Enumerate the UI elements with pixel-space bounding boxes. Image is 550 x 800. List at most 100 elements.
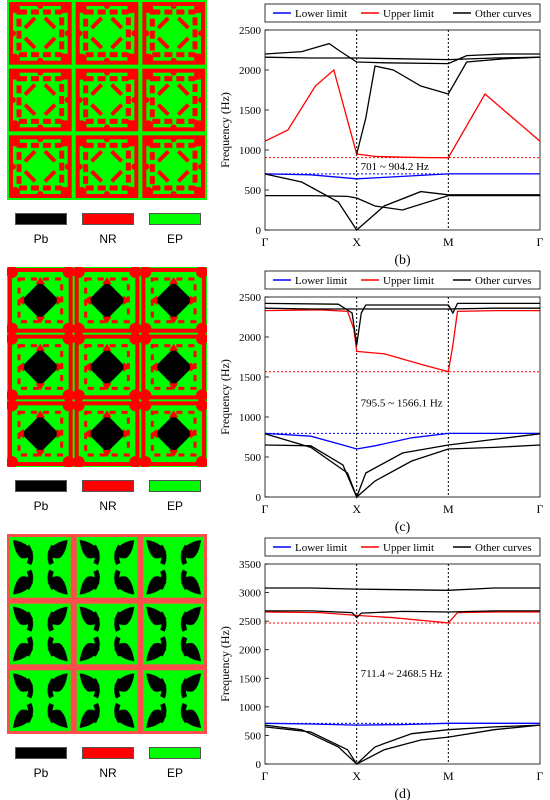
y-tick-label: 500 bbox=[245, 185, 262, 197]
y-axis-label: Frequency (Hz) bbox=[218, 359, 232, 435]
series-line bbox=[264, 722, 540, 726]
ep-swatch bbox=[149, 213, 201, 225]
x-tick-label: M bbox=[443, 769, 454, 783]
panel-label: (c) bbox=[395, 520, 411, 535]
y-tick-label: 3500 bbox=[239, 559, 262, 571]
legend-box bbox=[264, 537, 541, 557]
legend-label: Upper limit bbox=[383, 8, 434, 20]
series-line bbox=[264, 42, 540, 65]
pb-swatch bbox=[15, 213, 67, 225]
nr-label: NR bbox=[99, 499, 117, 513]
series-line bbox=[265, 587, 540, 591]
band-chart-b: Lower limit Upper limit Other curves 0 500 10… bbox=[218, 3, 544, 268]
legend-label: Other curves bbox=[475, 275, 532, 287]
band-gap-annotation: 701 ~ 904.2 Hz bbox=[361, 161, 429, 173]
y-tick-label: 2500 bbox=[239, 616, 262, 628]
series-line bbox=[356, 56, 541, 155]
x-tick-label: X bbox=[352, 769, 361, 783]
series-line bbox=[264, 173, 540, 231]
x-tick-label: Γ bbox=[262, 769, 269, 783]
series-line bbox=[264, 433, 541, 499]
series-line bbox=[264, 724, 541, 766]
plot-frame bbox=[264, 29, 541, 231]
panel-label: (d) bbox=[394, 787, 411, 800]
y-tick-label: 2000 bbox=[239, 332, 262, 344]
series-line bbox=[264, 432, 540, 450]
panel-c: Pb NR EP Lower limit Upper limit Other cur… bbox=[0, 267, 550, 535]
y-tick-label: 1000 bbox=[239, 702, 262, 714]
pb-swatch bbox=[15, 480, 67, 492]
y-tick-label: 1000 bbox=[239, 145, 262, 157]
ep-label: EP bbox=[166, 766, 183, 780]
ep-label: EP bbox=[166, 232, 183, 246]
y-tick-label: 1500 bbox=[239, 105, 262, 117]
band-gap-annotation: 711.4 ~ 2468.5 Hz bbox=[361, 668, 443, 680]
x-tick-label: Γ bbox=[537, 769, 544, 783]
y-tick-label: 500 bbox=[245, 452, 262, 464]
legend-label: Upper limit bbox=[383, 542, 434, 554]
pb-label: Pb bbox=[33, 499, 49, 513]
panel-d: Pb NR EP Lower limit Upper limit Other cur… bbox=[0, 534, 550, 800]
y-axis-label: Frequency (Hz) bbox=[218, 626, 232, 702]
legend-label: Lower limit bbox=[295, 8, 347, 20]
y-tick-label: 1500 bbox=[239, 673, 262, 685]
legend-box bbox=[264, 3, 541, 23]
pb-label: Pb bbox=[33, 766, 49, 780]
plot-frame bbox=[264, 296, 541, 498]
y-tick-label: 500 bbox=[245, 730, 262, 742]
nr-swatch bbox=[82, 747, 134, 759]
band-chart-d: Lower limit Upper limit Other curves 0 500 10… bbox=[218, 537, 544, 800]
x-tick-label: X bbox=[352, 235, 361, 249]
series-line bbox=[264, 724, 541, 765]
legend-box bbox=[264, 270, 541, 290]
nr-label: NR bbox=[99, 766, 117, 780]
material-legend-c: Pb NR EP bbox=[15, 480, 215, 520]
series-line bbox=[264, 309, 540, 373]
y-tick-label: 0 bbox=[256, 759, 262, 771]
y-tick-label: 2000 bbox=[239, 645, 262, 657]
y-tick-label: 0 bbox=[256, 225, 262, 237]
unit-cell-pattern-d bbox=[7, 534, 207, 734]
x-tick-label: Γ bbox=[262, 502, 269, 516]
unit-cell-pattern-c bbox=[7, 267, 207, 467]
y-tick-label: 2500 bbox=[239, 292, 262, 304]
material-legend-b: Pb NR EP bbox=[15, 213, 215, 253]
ep-swatch bbox=[149, 747, 201, 759]
legend-label: Lower limit bbox=[295, 542, 347, 554]
ep-label: EP bbox=[166, 499, 183, 513]
y-tick-label: 1000 bbox=[239, 412, 262, 424]
nr-swatch bbox=[82, 480, 134, 492]
series-line bbox=[264, 173, 540, 180]
x-tick-label: Γ bbox=[537, 502, 544, 516]
y-tick-label: 0 bbox=[256, 492, 262, 504]
x-tick-label: Γ bbox=[537, 235, 544, 249]
series-line bbox=[264, 68, 541, 159]
series-line bbox=[265, 610, 540, 619]
legend-label: Other curves bbox=[475, 542, 532, 554]
nr-label: NR bbox=[99, 232, 117, 246]
series-line bbox=[264, 611, 540, 624]
legend-label: Upper limit bbox=[383, 275, 434, 287]
series-line bbox=[264, 444, 541, 499]
x-tick-label: Γ bbox=[262, 235, 269, 249]
x-tick-label: M bbox=[443, 502, 454, 516]
series-line bbox=[264, 307, 540, 310]
band-gap-annotation: 795.5 ~ 1566.1 Hz bbox=[361, 398, 443, 410]
series-line bbox=[264, 56, 541, 61]
y-tick-label: 2000 bbox=[239, 65, 262, 77]
y-tick-label: 2500 bbox=[239, 25, 262, 37]
pb-label: Pb bbox=[33, 232, 49, 246]
y-tick-label: 1500 bbox=[239, 372, 262, 384]
legend-label: Lower limit bbox=[295, 275, 347, 287]
material-legend-d: Pb NR EP bbox=[15, 747, 215, 787]
y-tick-label: 3000 bbox=[239, 588, 262, 600]
series-line bbox=[264, 302, 540, 346]
x-tick-label: M bbox=[443, 235, 454, 249]
band-chart-c: Lower limit Upper limit Other curves 0 500 10… bbox=[218, 270, 544, 535]
panel-label: (b) bbox=[394, 253, 411, 268]
y-axis-label: Frequency (Hz) bbox=[218, 92, 232, 168]
nr-swatch bbox=[82, 213, 134, 225]
unit-cell-pattern-b bbox=[7, 0, 207, 200]
panel-b: Pb NR EP Lower limit Upper limit Other cur… bbox=[0, 0, 550, 268]
plot-frame bbox=[264, 563, 541, 765]
